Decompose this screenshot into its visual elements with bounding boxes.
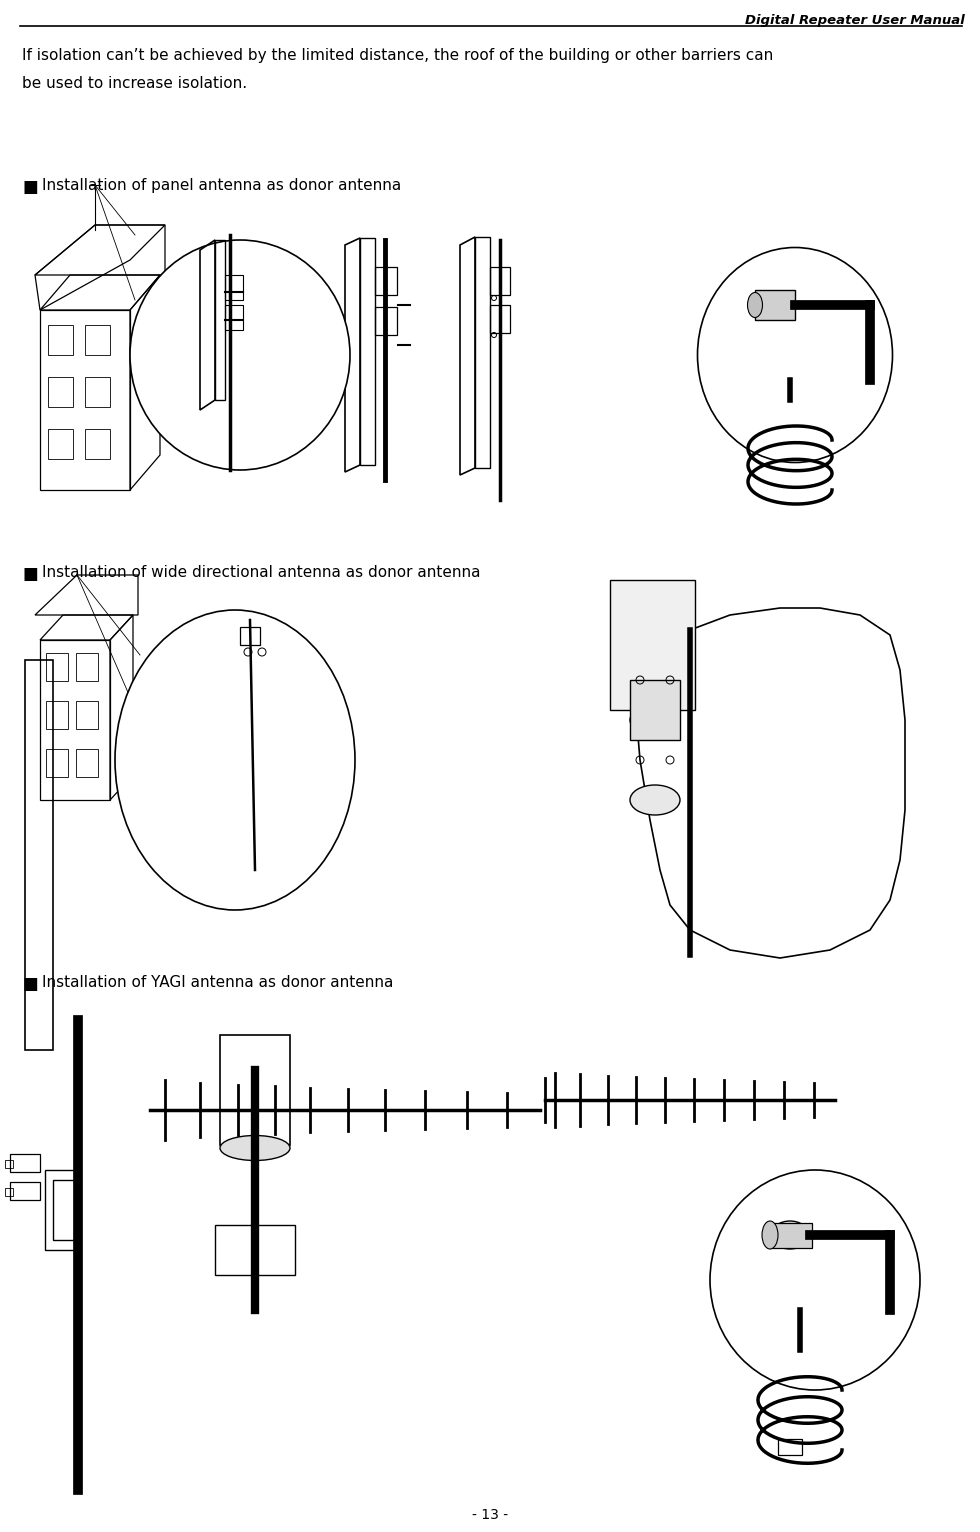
Bar bbox=[10, 1183, 40, 1200]
Text: Digital Repeater User Manual: Digital Repeater User Manual bbox=[745, 14, 965, 28]
Bar bbox=[225, 276, 243, 300]
Ellipse shape bbox=[630, 784, 680, 815]
Ellipse shape bbox=[115, 610, 355, 910]
Ellipse shape bbox=[710, 1170, 920, 1390]
Bar bbox=[215, 1226, 295, 1275]
Bar bbox=[46, 749, 68, 777]
Bar bbox=[76, 749, 98, 777]
Bar bbox=[610, 581, 695, 709]
Bar bbox=[220, 1036, 290, 1144]
Ellipse shape bbox=[698, 248, 893, 463]
Bar bbox=[755, 290, 795, 320]
Text: ■: ■ bbox=[22, 565, 38, 584]
Bar bbox=[375, 306, 397, 336]
Ellipse shape bbox=[130, 241, 350, 470]
Text: Installation of YAGI antenna as donor antenna: Installation of YAGI antenna as donor an… bbox=[42, 974, 393, 990]
Bar bbox=[770, 1223, 812, 1249]
Polygon shape bbox=[45, 1170, 78, 1250]
Ellipse shape bbox=[771, 1221, 809, 1249]
Text: ■: ■ bbox=[22, 178, 38, 196]
Bar bbox=[25, 660, 53, 1049]
Bar bbox=[46, 702, 68, 729]
Text: If isolation can’t be achieved by the limited distance, the roof of the building: If isolation can’t be achieved by the li… bbox=[22, 47, 773, 63]
Bar bbox=[297, 317, 302, 322]
Bar bbox=[48, 377, 73, 408]
Ellipse shape bbox=[748, 293, 762, 317]
Ellipse shape bbox=[758, 293, 793, 317]
Ellipse shape bbox=[220, 1246, 290, 1270]
Text: - 13 -: - 13 - bbox=[472, 1507, 508, 1521]
Text: Installation of wide directional antenna as donor antenna: Installation of wide directional antenna… bbox=[42, 565, 480, 581]
Ellipse shape bbox=[630, 705, 680, 735]
Text: Installation of panel antenna as donor antenna: Installation of panel antenna as donor a… bbox=[42, 178, 401, 193]
Bar bbox=[76, 653, 98, 682]
Bar bbox=[630, 680, 680, 740]
Bar bbox=[85, 377, 110, 408]
Bar bbox=[375, 267, 397, 296]
Bar bbox=[85, 325, 110, 355]
Bar bbox=[5, 1187, 13, 1196]
Bar bbox=[490, 267, 510, 296]
Bar bbox=[85, 429, 110, 460]
Bar bbox=[490, 305, 510, 332]
Text: ■: ■ bbox=[22, 974, 38, 993]
Bar bbox=[240, 627, 260, 645]
Ellipse shape bbox=[762, 1221, 778, 1249]
Bar bbox=[225, 305, 243, 329]
Text: be used to increase isolation.: be used to increase isolation. bbox=[22, 77, 247, 90]
Ellipse shape bbox=[220, 1135, 290, 1161]
Bar bbox=[48, 429, 73, 460]
Bar bbox=[48, 325, 73, 355]
Bar bbox=[10, 1154, 40, 1172]
Bar bbox=[46, 653, 68, 682]
Bar bbox=[778, 1439, 802, 1455]
Bar bbox=[76, 702, 98, 729]
Bar bbox=[5, 1160, 13, 1167]
Bar bbox=[297, 332, 302, 337]
